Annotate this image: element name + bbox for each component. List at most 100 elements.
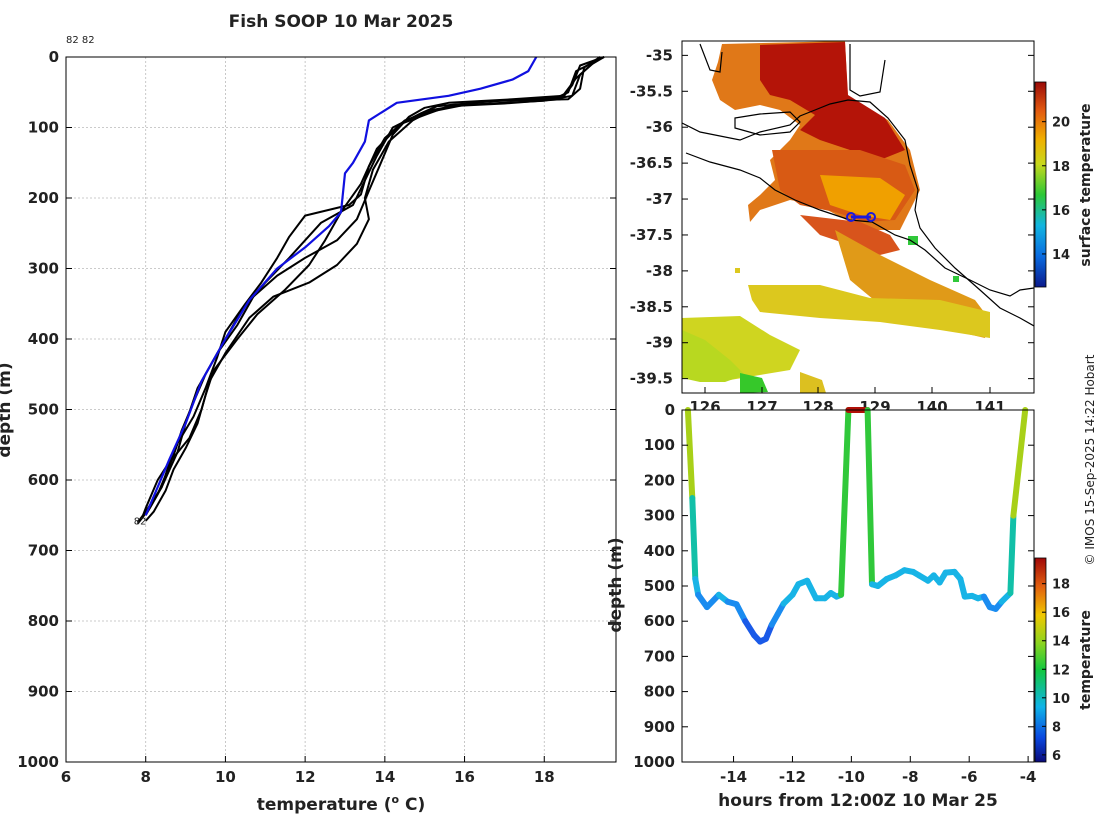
depth-time-y-axis-label: depth (m) — [606, 537, 626, 632]
map-y-tick-label: -35 — [646, 46, 673, 64]
map-y-tick-label: -35.5 — [630, 82, 673, 100]
profile-y-tick-label: 700 — [28, 542, 59, 560]
map-y-tick-label: -38.5 — [630, 298, 673, 316]
sst-colorbar-tick-label: 16 — [1052, 204, 1070, 219]
depth-time-y-tick-label: 0 — [665, 401, 675, 419]
map-y-tick-label: -37.5 — [630, 226, 673, 244]
profile-y-tick-label: 200 — [28, 189, 59, 207]
profile-x-tick-label: 18 — [534, 768, 555, 786]
map-axes-box — [681, 40, 1035, 394]
depth-time-ticks: -14 -12 -10 -8 -6 -4 0 100 200 300 400 500 600 700 800… — [633, 401, 1036, 786]
dive-track-segment — [804, 577, 819, 602]
temperature-colorbar-tick-label: 14 — [1052, 635, 1070, 650]
temperature-colorbar-tick-label: 16 — [1052, 606, 1070, 621]
sst-map: -35 -35.5 -36 -36.5 -37 -37.5 -38 -38.5 -39 -39.5… — [630, 40, 1094, 416]
depth-time-y-tick-label: 600 — [644, 612, 675, 630]
dive-track-segment — [689, 495, 699, 582]
map-y-tick-label: -36 — [646, 118, 673, 136]
profile-line — [136, 56, 605, 525]
map-y-tick-label: -39.5 — [630, 370, 673, 388]
profile-chart: 6 8 10 12 14 16 18 0 100 200 300 400 500 600 700 800 900… — [0, 35, 617, 815]
temperature-colorbar-tick-label: 10 — [1052, 692, 1070, 707]
sst-colorbar-tick-label: 18 — [1052, 160, 1070, 175]
profile-annotation-bottom: 82 — [134, 516, 147, 527]
profile-y-tick-label: 400 — [28, 330, 59, 348]
depth-time-x-tick-label: -12 — [779, 768, 806, 786]
profile-y-tick-label: 1000 — [17, 753, 59, 771]
temperature-colorbar-tick-label: 18 — [1052, 578, 1070, 593]
profile-x-tick-label: 12 — [295, 768, 316, 786]
depth-time-x-tick-label: -14 — [720, 768, 747, 786]
profile-y-tick-label: 600 — [28, 471, 59, 489]
sst-colorbar-tick-label: 14 — [1052, 248, 1070, 263]
temperature-colorbar-ticks: 6 8 10 12 14 16 18 — [1042, 578, 1070, 764]
track-end-marker — [866, 212, 876, 222]
dive-track-segment — [684, 407, 696, 501]
profile-x-label-start: temperature ( — [257, 795, 392, 815]
profile-x-axis-label: temperature (o C) — [257, 793, 426, 815]
depth-time-x-tick-label: -8 — [902, 768, 919, 786]
dive-track-segment — [838, 407, 852, 598]
profile-y-tick-label: 100 — [28, 119, 59, 137]
profile-grid — [65, 56, 616, 763]
coastline — [682, 43, 1034, 327]
profile-x-label-superscript: o — [392, 793, 400, 806]
depth-time-y-tick-label: 1000 — [633, 753, 675, 771]
depth-time-y-tick-label: 700 — [644, 647, 675, 665]
dive-track-segment — [1007, 512, 1017, 596]
map-y-tick-label: -38 — [646, 262, 673, 280]
profile-y-tick-label: 300 — [28, 260, 59, 278]
profile-y-axis-label: depth (m) — [0, 362, 15, 457]
profile-x-tick-label: 10 — [215, 768, 236, 786]
depth-time-series — [684, 407, 1029, 645]
profile-x-label-end: C) — [399, 795, 425, 815]
profile-ticks: 6 8 10 12 14 16 18 0 100 200 300 400 500 600 700 800 900… — [17, 48, 616, 786]
depth-time-y-tick-label: 800 — [644, 683, 675, 701]
profile-x-tick-label: 14 — [374, 768, 395, 786]
depth-time-y-tick-label: 500 — [644, 577, 675, 595]
map-y-tick-label: -37 — [646, 190, 673, 208]
temperature-colorbar-tick-label: 6 — [1052, 749, 1061, 764]
profile-series — [136, 56, 605, 525]
profile-line — [144, 56, 601, 516]
profile-annotation-top: 82 82 — [66, 35, 95, 46]
profile-x-tick-label: 16 — [454, 768, 475, 786]
sst-field — [682, 41, 990, 393]
ship-track — [846, 212, 876, 222]
profile-y-tick-label: 800 — [28, 612, 59, 630]
figure-title: Fish SOOP 10 Mar 2025 — [229, 12, 454, 32]
depth-time-y-tick-label: 200 — [644, 471, 675, 489]
profile-y-tick-label: 900 — [28, 683, 59, 701]
profile-y-tick-label: 500 — [28, 401, 59, 419]
depth-time-x-tick-label: -6 — [961, 768, 978, 786]
profile-y-tick-label: 0 — [49, 48, 59, 66]
depth-time-x-tick-label: -10 — [838, 768, 865, 786]
dive-track-segment — [957, 576, 968, 600]
depth-time-x-tick-label: -4 — [1020, 768, 1037, 786]
sst-colorbar — [1034, 81, 1047, 288]
temperature-colorbar-tick-label: 8 — [1052, 720, 1061, 735]
temperature-colorbar — [1034, 557, 1047, 763]
depth-time-x-axis-label: hours from 12:00Z 10 Mar 25 — [718, 791, 998, 811]
depth-time-chart: -14 -12 -10 -8 -6 -4 0 100 200 300 400 500 600 700 800… — [606, 401, 1094, 811]
sst-colorbar-tick-label: 20 — [1052, 116, 1070, 131]
depth-time-y-tick-label: 900 — [644, 718, 675, 736]
dive-track-segment — [1010, 407, 1029, 519]
map-y-tick-label: -39 — [646, 334, 673, 352]
profile-x-tick-label: 6 — [61, 768, 71, 786]
map-y-tick-label: -36.5 — [630, 154, 673, 172]
profile-x-tick-label: 8 — [140, 768, 150, 786]
depth-time-y-tick-label: 400 — [644, 542, 675, 560]
dive-track-segment — [864, 407, 875, 588]
depth-time-y-tick-label: 100 — [644, 436, 675, 454]
depth-time-y-tick-label: 300 — [644, 507, 675, 525]
sst-colorbar-label: surface temperature — [1078, 103, 1094, 266]
latest-profile-line — [144, 56, 538, 516]
track-start-marker — [846, 212, 856, 222]
sst-colorbar-ticks: 14 16 18 20 — [1042, 116, 1070, 263]
temperature-colorbar-label: temperature — [1078, 610, 1094, 710]
temperature-colorbar-tick-label: 12 — [1052, 663, 1070, 678]
dive-track-segment — [733, 601, 749, 625]
copyright-watermark: © IMOS 15-Sep-2025 14:22 Hobart — [1083, 354, 1097, 565]
